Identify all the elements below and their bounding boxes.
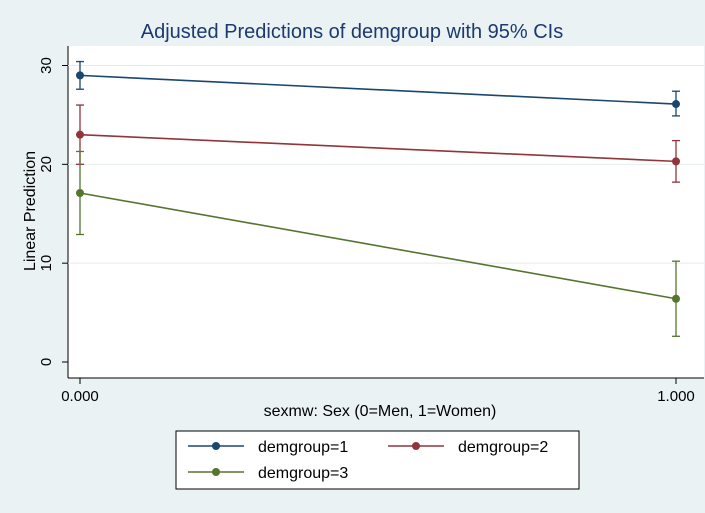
y-tick-label-0: 0	[38, 358, 55, 366]
y-tick-label-20: 20	[38, 156, 55, 173]
series-3-point-1	[672, 294, 680, 303]
x-axis-label: sexmw: Sex (0=Men, 1=Women)	[264, 403, 497, 420]
series-2-line	[79, 133, 677, 163]
series-2-point-1	[672, 157, 680, 166]
x-ticks: 0.000 1.000	[61, 378, 695, 405]
legend-3-label: demgroup=3	[258, 465, 348, 482]
legend-1-label: demgroup=1	[258, 439, 348, 456]
series-1-line	[79, 74, 677, 105]
y-tick-label-10: 10	[38, 255, 55, 272]
legend-2-marker	[412, 442, 420, 450]
series-2-point-0	[76, 130, 84, 139]
series-1-point-0	[76, 71, 84, 80]
chart-title: Adjusted Predictions of demgroup with 95…	[141, 21, 563, 43]
x-tick-label-1: 1.000	[657, 388, 695, 405]
grid	[68, 65, 704, 264]
plot-area	[68, 46, 704, 378]
series-3-line	[79, 192, 677, 300]
series-3-point-0	[76, 188, 84, 197]
series-group	[76, 60, 680, 337]
legend-1-marker	[212, 442, 220, 450]
y-tick-label-30: 30	[38, 57, 55, 74]
series-1-point-1	[672, 100, 680, 109]
legend: demgroup=1 demgroup=2 demgroup=3	[188, 439, 548, 482]
legend-box	[175, 430, 580, 490]
legend-2-label: demgroup=2	[458, 439, 548, 456]
y-axis-label: Linear Prediction	[22, 151, 39, 271]
y-ticks: 0 10 20 30	[38, 57, 68, 366]
x-tick-label-0: 0.000	[61, 388, 99, 405]
legend-3-marker	[212, 468, 220, 476]
